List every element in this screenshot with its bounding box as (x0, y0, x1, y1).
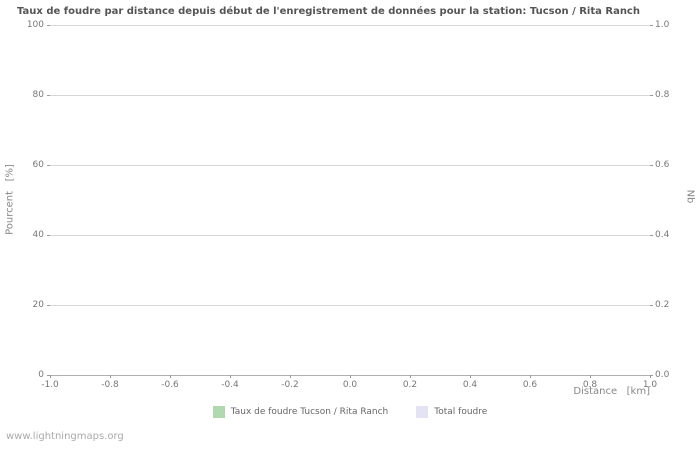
legend-swatch-taux-icon (212, 406, 225, 418)
gridline (50, 235, 650, 236)
x-tick-label: -0.2 (281, 380, 299, 390)
x-tick-mark (290, 375, 291, 378)
y-tick-mark-left (47, 95, 50, 96)
chart-title: Taux de foudre par distance depuis début… (17, 6, 640, 17)
x-tick-mark (410, 375, 411, 378)
y-tick-label-left: 20 (32, 300, 44, 310)
y-tick-mark-left (47, 165, 50, 166)
x-tick-label: 0.8 (582, 380, 598, 390)
y-tick-label-right: 0.8 (655, 90, 670, 100)
gridline (50, 165, 650, 166)
y-tick-label-left: 100 (26, 20, 44, 30)
x-tick-label: 1.0 (642, 380, 658, 390)
x-axis-label: Distance [km] (573, 386, 650, 397)
y-tick-mark-left (47, 235, 50, 236)
y-tick-mark-right (650, 95, 653, 96)
y-axis-label-right: Nb (684, 189, 696, 204)
gridline (50, 95, 650, 96)
y-tick-mark-right (650, 375, 653, 376)
legend-label-total: Total foudre (434, 407, 488, 417)
gridline (50, 305, 650, 306)
y-tick-mark-right (650, 25, 653, 26)
x-tick-mark (590, 375, 591, 378)
watermark-link[interactable]: www.lightningmaps.org (6, 431, 124, 442)
y-tick-label-left: 80 (32, 90, 44, 100)
y-axis-label-left: Pourcent [%] (4, 164, 16, 235)
y-tick-label-right: 0.4 (655, 230, 670, 240)
x-tick-mark (470, 375, 471, 378)
x-tick-mark (650, 375, 651, 378)
y-tick-label-left: 0 (38, 370, 44, 380)
x-tick-label: 0.0 (342, 380, 358, 390)
y-tick-mark-right (650, 305, 653, 306)
x-tick-mark (50, 375, 51, 378)
y-tick-mark-right (650, 165, 653, 166)
x-tick-mark (170, 375, 171, 378)
y-tick-mark-right (650, 235, 653, 236)
x-tick-mark (230, 375, 231, 378)
x-tick-mark (350, 375, 351, 378)
y-tick-label-left: 40 (32, 230, 44, 240)
legend: Taux de foudre Tucson / Rita Ranch Total… (0, 406, 700, 418)
x-tick-label: 0.6 (522, 380, 538, 390)
y-tick-mark-left (47, 25, 50, 26)
y-tick-label-right: 0.6 (655, 160, 670, 170)
x-tick-label: -0.8 (101, 380, 119, 390)
x-tick-mark (530, 375, 531, 378)
y-tick-label-left: 60 (32, 160, 44, 170)
gridline (50, 25, 650, 26)
legend-item-total: Total foudre (416, 406, 487, 418)
x-tick-label: -0.4 (221, 380, 239, 390)
x-tick-label: 0.4 (462, 380, 478, 390)
y-tick-mark-left (47, 375, 50, 376)
x-tick-label: -1.0 (41, 380, 59, 390)
y-tick-label-right: 0.0 (655, 370, 670, 380)
x-tick-label: -0.6 (161, 380, 179, 390)
legend-label-taux: Taux de foudre Tucson / Rita Ranch (230, 407, 389, 417)
y-tick-label-right: 0.2 (655, 300, 670, 310)
legend-item-taux: Taux de foudre Tucson / Rita Ranch (212, 406, 389, 418)
y-tick-label-right: 1.0 (655, 20, 670, 30)
x-tick-mark (110, 375, 111, 378)
plot-area (50, 25, 650, 376)
x-tick-label: 0.2 (402, 380, 418, 390)
legend-swatch-total-icon (416, 406, 429, 418)
y-tick-mark-left (47, 305, 50, 306)
